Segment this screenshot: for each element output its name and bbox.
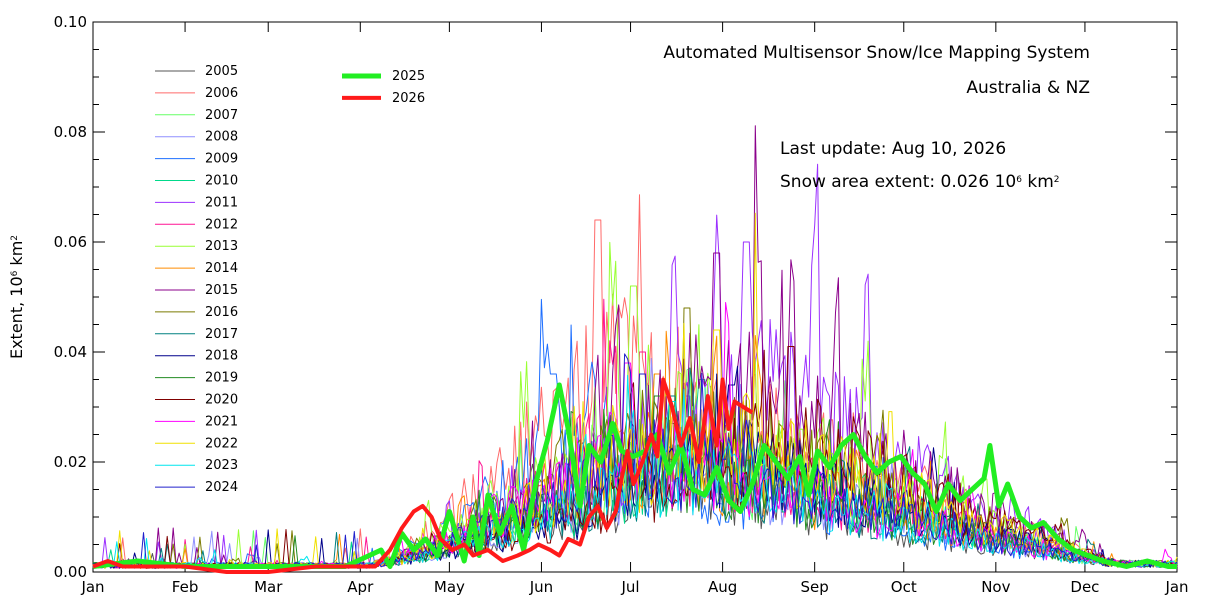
legend-label-2005: 2005 xyxy=(205,64,238,79)
legend-label-2006: 2006 xyxy=(205,86,238,101)
y-tick-label: 0.10 xyxy=(54,13,87,31)
legend-label-2021: 2021 xyxy=(205,414,238,429)
legend-label-2020: 2020 xyxy=(205,393,238,408)
x-tick-label: Jun xyxy=(529,578,553,596)
x-tick-label: May xyxy=(434,578,465,596)
legend-label-2008: 2008 xyxy=(205,130,238,145)
legend-label-2014: 2014 xyxy=(205,261,238,276)
x-tick-label: Feb xyxy=(172,578,199,596)
highlight-lines xyxy=(92,377,1177,574)
y-tick-labels: 0.00 0.02 0.04 0.06 0.08 0.10 xyxy=(54,13,87,581)
x-tick-label: Jan xyxy=(80,578,104,596)
x-tick-label: Aug xyxy=(708,578,737,596)
legend-label-2024: 2024 xyxy=(205,480,238,495)
axis-ticks xyxy=(92,21,1178,573)
x-tick-label: Oct xyxy=(891,578,917,596)
y-axis-title: Extent, 106 km2 xyxy=(7,235,26,359)
legend-label-2011: 2011 xyxy=(205,195,238,210)
series-line-2026 xyxy=(92,377,754,574)
x-tick-label: Jul xyxy=(620,578,639,596)
legend-label-2012: 2012 xyxy=(205,217,238,232)
legend-label-2018: 2018 xyxy=(205,349,238,364)
y-tick-label: 0.06 xyxy=(54,233,87,251)
series-line-2025 xyxy=(92,382,1177,569)
legend-label-2013: 2013 xyxy=(205,239,238,254)
y-tick-label: 0.00 xyxy=(54,563,87,581)
legend-label-2026: 2026 xyxy=(392,91,425,106)
chart-subtitle: Australia & NZ xyxy=(966,78,1090,98)
x-tick-labels: Jan Feb Mar Apr May Jun Jul Aug Sep Oct Nov Dec Jan xyxy=(80,578,1188,596)
legend-label-2016: 2016 xyxy=(205,305,238,320)
x-tick-label: Dec xyxy=(1070,578,1099,596)
legend: 2005 2006 2007 2008 2009 2010 2011 2012 2013 2014… xyxy=(155,64,425,495)
chart-title: Automated Multisensor Snow/Ice Mapping S… xyxy=(663,43,1090,63)
legend-label-2010: 2010 xyxy=(205,174,238,189)
snow-extent-label: Snow area extent: 0.026 106 km2 xyxy=(780,172,1060,192)
legend-label-2019: 2019 xyxy=(205,371,238,386)
legend-label-2025: 2025 xyxy=(392,69,425,84)
last-update-label: Last update: Aug 10, 2026 xyxy=(780,139,1006,159)
y-tick-label: 0.08 xyxy=(54,123,87,141)
x-tick-label: Nov xyxy=(981,578,1010,596)
legend-label-2007: 2007 xyxy=(205,108,238,123)
x-tick-label: Apr xyxy=(347,578,374,596)
legend-label-2015: 2015 xyxy=(205,283,238,298)
legend-label-2017: 2017 xyxy=(205,327,238,342)
legend-label-2022: 2022 xyxy=(205,436,238,451)
y-tick-label: 0.04 xyxy=(54,343,87,361)
x-tick-label: Sep xyxy=(801,578,829,596)
x-tick-label: Mar xyxy=(254,578,283,596)
y-tick-label: 0.02 xyxy=(54,453,87,471)
legend-label-2009: 2009 xyxy=(205,152,238,167)
legend-label-2023: 2023 xyxy=(205,458,238,473)
x-tick-label: Jan xyxy=(1164,578,1188,596)
